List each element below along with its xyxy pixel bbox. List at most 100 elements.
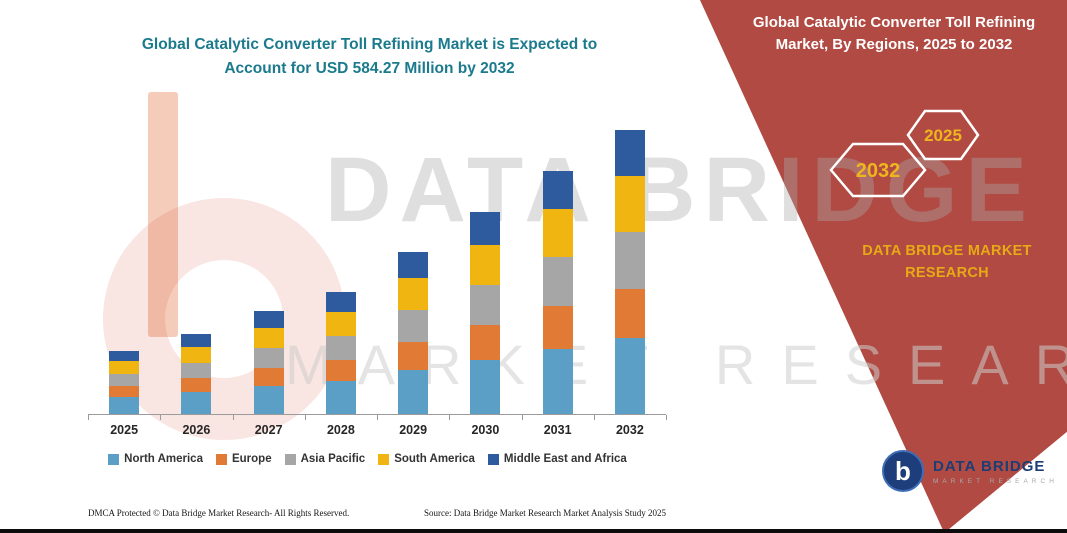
segment-europe <box>470 325 501 360</box>
segment-europe <box>325 360 356 381</box>
axis-tick <box>449 415 451 420</box>
x-label-2028: 2028 <box>326 423 355 437</box>
segment-asia-pacific <box>542 257 573 306</box>
hexagon-2025: 2025 <box>906 109 980 161</box>
segment-middle-east-and-africa <box>614 130 645 176</box>
segment-europe <box>542 306 573 349</box>
legend-swatch <box>487 453 499 465</box>
hexagon-outline <box>906 109 980 161</box>
segment-europe <box>614 289 645 338</box>
segment-south-america <box>109 361 140 374</box>
segment-asia-pacific <box>614 232 645 289</box>
axis-ticks <box>88 415 667 420</box>
segment-europe <box>181 378 212 392</box>
segment-europe <box>398 342 429 370</box>
axis-tick <box>232 415 234 420</box>
segment-europe <box>109 386 140 397</box>
segment-europe <box>253 368 284 386</box>
x-label-2031: 2031 <box>543 423 572 437</box>
segment-asia-pacific <box>253 348 284 368</box>
segment-north-america <box>253 386 284 414</box>
axis-tick <box>666 415 667 420</box>
logo-title: DATA BRIDGE <box>933 457 1046 475</box>
bar-column-2030 <box>449 123 521 414</box>
segment-north-america <box>470 360 501 414</box>
segment-middle-east-and-africa <box>398 252 429 278</box>
legend-item-south-america: South America <box>378 453 475 465</box>
axis-tick <box>88 415 89 420</box>
chart-plot <box>88 123 666 415</box>
brand-text: DATA BRIDGE MARKET RESEARCH <box>833 241 1061 285</box>
segment-asia-pacific <box>398 310 429 342</box>
segment-south-america <box>325 312 356 336</box>
databridge-logo-icon: b <box>882 450 924 492</box>
segment-north-america <box>398 370 429 414</box>
x-label-2026: 2026 <box>182 423 211 437</box>
segment-south-america <box>398 278 429 310</box>
segment-middle-east-and-africa <box>109 351 140 361</box>
x-axis-labels: 2025 2026 2027 2028 2029 2030 2031 2032 <box>88 423 666 437</box>
legend-item-north-america: North America <box>108 453 203 465</box>
axis-tick <box>160 415 162 420</box>
legend-item-europe: Europe <box>215 453 272 465</box>
segment-north-america <box>109 397 140 414</box>
axis-tick <box>304 415 306 420</box>
segment-south-america <box>470 245 501 285</box>
logo-text-block: DATA BRIDGE MARKET RESEARCH <box>933 458 1058 485</box>
segment-south-america <box>181 347 212 363</box>
legend-swatch <box>284 453 296 465</box>
legend-item-middle-east-and-africa: Middle East and Africa <box>487 453 627 465</box>
panel-title: Global Catalytic Converter Toll Refining… <box>752 14 1036 53</box>
segment-asia-pacific <box>470 285 501 325</box>
legend-item-asia-pacific: Asia Pacific <box>284 453 366 465</box>
bar-column-2027 <box>233 123 305 414</box>
page-title: Global Catalytic Converter Toll Refining… <box>141 36 598 78</box>
segment-north-america <box>325 381 356 414</box>
year-hexagons: 2032 2025 <box>828 106 988 206</box>
company-logo: b DATA BRIDGE MARKET RESEARCH <box>882 450 1058 492</box>
footer-source-text: Source: Data Bridge Market Research Mark… <box>424 508 666 518</box>
legend-label: Middle East and Africa <box>503 453 627 465</box>
chart-legend: North America Europe Asia Pacific South Ame… <box>55 453 680 465</box>
footer: DMCA Protected © Data Bridge Market Rese… <box>88 508 666 518</box>
x-label-2030: 2030 <box>471 423 500 437</box>
bar-column-2031 <box>522 123 594 414</box>
segment-middle-east-and-africa <box>470 212 501 245</box>
segment-north-america <box>542 349 573 414</box>
hexagon-back-label: 2032 <box>856 160 901 182</box>
segment-middle-east-and-africa <box>325 292 356 312</box>
bar-column-2025 <box>88 123 160 414</box>
legend-label: North America <box>124 453 203 465</box>
segment-south-america <box>542 209 573 257</box>
legend-label: South America <box>394 453 475 465</box>
bar-column-2032 <box>594 123 666 414</box>
segment-asia-pacific <box>181 363 212 378</box>
legend-label: Asia Pacific <box>300 453 366 465</box>
bar-column-2026 <box>160 123 232 414</box>
x-label-2025: 2025 <box>110 423 139 437</box>
hexagon-2032: 2032 <box>829 142 927 198</box>
legend-swatch <box>215 453 227 465</box>
segment-north-america <box>181 392 212 414</box>
logo-subtitle: MARKET RESEARCH <box>933 477 1058 485</box>
hexagon-front-label: 2025 <box>924 126 962 145</box>
brand-text-line1: DATA BRIDGE MARKET <box>862 243 1032 259</box>
segment-middle-east-and-africa <box>181 334 212 347</box>
x-label-2032: 2032 <box>615 423 644 437</box>
legend-swatch <box>378 453 390 465</box>
footer-dmca-text: DMCA Protected © Data Bridge Market Rese… <box>88 508 350 518</box>
segment-north-america <box>614 338 645 414</box>
bar-column-2028 <box>305 123 377 414</box>
bottom-border <box>0 529 1067 533</box>
axis-tick <box>593 415 595 420</box>
x-label-2029: 2029 <box>399 423 428 437</box>
legend-label: Europe <box>231 453 272 465</box>
legend-swatch <box>108 453 120 465</box>
x-label-2027: 2027 <box>254 423 283 437</box>
bar-column-2029 <box>377 123 449 414</box>
segment-asia-pacific <box>109 374 140 386</box>
segment-middle-east-and-africa <box>542 171 573 209</box>
hexagon-outline <box>829 142 927 198</box>
segment-south-america <box>253 328 284 348</box>
